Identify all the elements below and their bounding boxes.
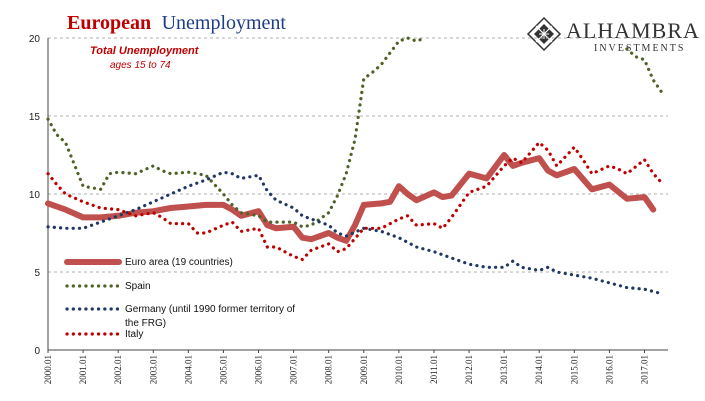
- title-part-1: European: [67, 12, 151, 34]
- diamond-lattice-icon: [526, 16, 562, 52]
- alhambra-logo: ALHAMBRA INVESTMENTS: [526, 16, 700, 54]
- legend-label: Spain: [125, 281, 151, 292]
- series-line-spain: [625, 47, 664, 95]
- series-line-italy: [46, 140, 664, 262]
- x-tick-label: 2010.01: [394, 355, 404, 384]
- logo-tagline: INVESTMENTS: [594, 43, 685, 54]
- x-tick-label: 2008.01: [324, 355, 334, 384]
- y-tick-label: 0: [34, 346, 40, 357]
- x-tick-label: 2003.01: [148, 355, 158, 384]
- legend-label: Italy: [125, 329, 143, 340]
- series-layer: [45, 36, 664, 296]
- x-tick-label: 2012.01: [464, 355, 474, 384]
- series-line-germany-until-1990-former-territory-of-the-frg: [46, 170, 664, 296]
- legend-label-cont: the FRG): [125, 318, 166, 329]
- chart-title: European Unemployment: [67, 12, 286, 34]
- x-tick-label: 2009.01: [359, 355, 369, 384]
- series-line-euro-area-19-countries: [45, 152, 657, 244]
- axis-layer: 0 5 10 15 20 2000.01 2001.01 2002.01 2003.01 2004…: [29, 34, 668, 384]
- legend-label: Euro area (19 countries): [125, 257, 233, 268]
- logo-name: ALHAMBRA: [566, 18, 700, 43]
- x-tick-label: 2016.01: [604, 355, 614, 384]
- y-tick-label: 5: [34, 268, 40, 279]
- x-tick-label: 2015.01: [569, 355, 579, 384]
- x-tick-label: 2001.01: [78, 355, 88, 384]
- x-tick-label: 2004.01: [183, 355, 193, 384]
- title-part-2: Unemployment: [162, 12, 287, 34]
- x-tick-label: 2011.01: [429, 355, 439, 384]
- series-line-spain: [46, 36, 427, 229]
- y-tick-label: 15: [29, 112, 41, 123]
- x-tick-label: 2005.01: [218, 355, 228, 384]
- x-tick-label: 2002.01: [113, 355, 123, 384]
- x-tick-label: 2006.01: [254, 355, 264, 384]
- chart-subtitle: Total Unemployment: [90, 45, 200, 57]
- x-tick-label: 2013.01: [499, 355, 509, 384]
- x-tick-label: 2014.01: [534, 355, 544, 384]
- y-tick-label: 10: [29, 190, 41, 201]
- y-tick-label: 20: [29, 34, 41, 45]
- x-tick-label: 2000.01: [43, 355, 53, 384]
- x-tick-label: 2007.01: [289, 355, 299, 384]
- x-tick-label: 2017.01: [639, 355, 649, 384]
- chart-subtitle-ages: ages 15 to 74: [110, 60, 171, 71]
- legend-layer: Euro area (19 countries) Spain Germany (un…: [64, 257, 295, 340]
- legend-label: Germany (until 1990 former territory of: [125, 304, 295, 315]
